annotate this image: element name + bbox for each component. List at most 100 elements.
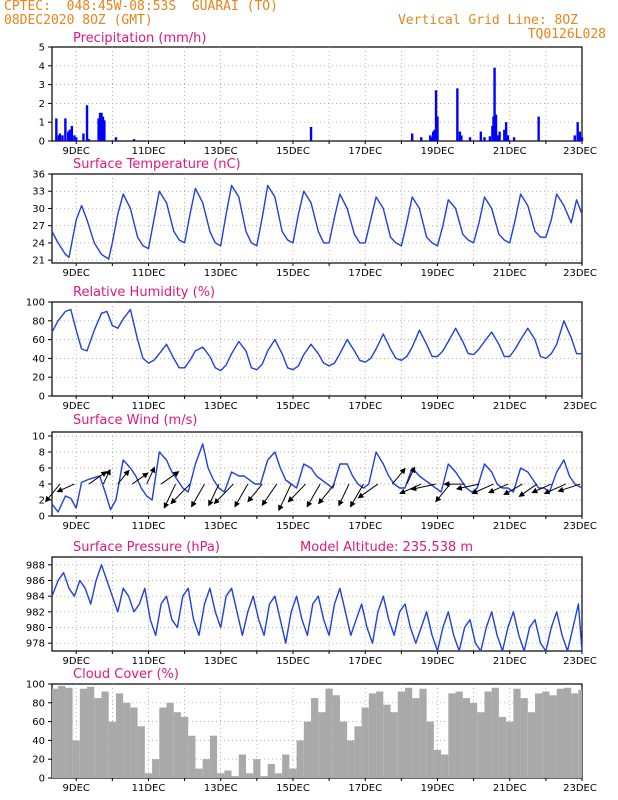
- surface-wind-series-line: [51, 443, 583, 513]
- cloud-cover-bar: [390, 712, 398, 778]
- cloud-cover-bar: [224, 770, 232, 778]
- surface-temperature-xtick-label: 23DEC: [563, 268, 597, 279]
- wind-arrow: [102, 468, 111, 485]
- cloud-cover-bar: [412, 698, 420, 778]
- surface-wind-xtick-label: 13DEC: [204, 521, 238, 532]
- cloud-cover-bar: [470, 702, 478, 778]
- relative-humidity-panel: 0 20 40 60 80 100 9DEC 11DEC 13DEC 15DEC 17DEC 19DE…: [26, 285, 597, 412]
- precipitation-xtick-label: 11DEC: [132, 146, 166, 157]
- cloud-cover-xtick-label: 15DEC: [276, 783, 310, 794]
- cloud-cover-bar: [325, 688, 333, 778]
- precipitation-bar: [82, 133, 85, 141]
- cloud-cover-bar: [267, 763, 275, 778]
- header-date: 08DEC2020 8OZ (GMT): [4, 13, 153, 28]
- precipitation-bar: [504, 122, 508, 141]
- wind-arrow: [471, 483, 494, 495]
- surface-temperature-xtick-label: 13DEC: [204, 268, 238, 279]
- wind-arrow: [191, 483, 205, 508]
- cloud-cover-xtick-label: 21DEC: [493, 783, 527, 794]
- cloud-cover-bar: [159, 707, 167, 778]
- precipitation-xtick-label: 17DEC: [348, 146, 382, 157]
- precipitation-bar: [578, 131, 582, 141]
- surface-temperature-ytick-label: 30: [32, 204, 45, 215]
- surface-wind-ytick-label: 0: [39, 512, 45, 523]
- relative-humidity-xtick-label: 23DEC: [563, 401, 597, 412]
- surface-pressure-panel: 978 980 982 984 986 988 9DEC 11DEC 13DEC 15DEC 17D…: [26, 540, 597, 667]
- surface-temperature-ytick-label: 36: [32, 170, 45, 181]
- wind-arrow: [357, 483, 379, 499]
- precipitation-bar: [434, 90, 438, 141]
- wind-arrow: [44, 483, 61, 503]
- cloud-cover-bar: [101, 691, 109, 778]
- cloud-cover-bar: [535, 693, 543, 778]
- precipitation-xtick-label: 19DEC: [421, 146, 455, 157]
- surface-temperature-xtick-label: 9DEC: [63, 268, 90, 279]
- relative-humidity-xtick-label: 19DEC: [421, 401, 455, 412]
- precipitation-bar: [503, 129, 506, 141]
- cloud-cover-bar: [123, 702, 131, 778]
- cloud-cover-ytick-label: 0: [39, 774, 45, 785]
- relative-humidity-ytick-label: 100: [26, 298, 45, 309]
- precipitation-bar: [410, 133, 414, 141]
- surface-temperature-frame: [51, 173, 583, 264]
- cloud-cover-bar: [441, 754, 449, 778]
- cloud-cover-bar: [115, 693, 124, 778]
- cloud-cover-bar: [282, 754, 290, 778]
- surface-pressure-ytick-label: 984: [26, 592, 45, 603]
- precipitation-ytick-label: 5: [39, 43, 45, 54]
- cloud-cover-bar: [52, 688, 60, 778]
- cloud-cover-xtick-label: 13DEC: [204, 783, 238, 794]
- precipitation-bar: [430, 137, 433, 141]
- cloud-cover-bar: [195, 768, 203, 778]
- precipitation-bar: [61, 135, 64, 141]
- precipitation-bar: [429, 135, 432, 141]
- cloud-cover-xtick-label: 17DEC: [348, 783, 382, 794]
- wind-arrow: [278, 483, 292, 512]
- precipitation-bar: [87, 139, 91, 141]
- surface-wind-xtick-label: 21DEC: [493, 521, 527, 532]
- surface-wind-panel: 0 2 4 6 8 10 9DEC 11DEC 13DEC 15DEC 17DEC 19DEC 21DE…: [32, 413, 597, 532]
- cloud-cover-bar: [578, 689, 582, 778]
- precipitation-ytick-label: 0: [39, 137, 45, 148]
- cloud-cover-xtick-label: 9DEC: [63, 783, 90, 794]
- precipitation-bar: [98, 112, 102, 141]
- precipitation-ytick-label: 3: [39, 80, 45, 91]
- cloud-cover-bar: [318, 712, 326, 778]
- cloud-cover-bar: [238, 754, 247, 778]
- relative-humidity-title: Relative Humidity (%): [73, 285, 215, 300]
- precipitation-bar: [580, 137, 584, 141]
- cloud-cover-bar: [332, 695, 340, 778]
- cloud-cover-xtick-label: 23DEC: [563, 783, 597, 794]
- cloud-cover-bar: [448, 693, 456, 778]
- precipitation-bar: [493, 67, 496, 141]
- cloud-cover-bar: [542, 691, 550, 778]
- precipitation-bar: [488, 136, 492, 141]
- surface-pressure-xtick-label: 19DEC: [421, 656, 455, 667]
- precipitation-bar: [67, 131, 70, 141]
- relative-humidity-ytick-label: 80: [32, 316, 45, 327]
- wind-arrow: [117, 469, 130, 485]
- cloud-cover-bar: [419, 688, 427, 778]
- precipitation-panel: 0 1 2 3 4 5 9DEC 11DEC 13DEC 15DEC 17DEC 19DEC 21DEC…: [39, 31, 597, 157]
- precipitation-bar: [58, 133, 62, 141]
- precipitation-bar: [436, 116, 439, 141]
- precipitation-bar: [573, 135, 576, 141]
- precipitation-bar: [483, 137, 486, 141]
- relative-humidity-xtick-label: 9DEC: [63, 401, 90, 412]
- header-location: CPTEC: 048:45W-08:53S GUARAI (TO): [4, 0, 278, 14]
- precipitation-bar: [431, 131, 435, 141]
- precipitation-bar: [132, 139, 136, 141]
- cloud-cover-bar: [354, 726, 362, 778]
- cloud-cover-ytick-label: 60: [32, 717, 45, 728]
- surface-wind-title: Surface Wind (m/s): [73, 413, 197, 428]
- precipitation-bar: [420, 137, 423, 141]
- cloud-cover-title: Cloud Cover (%): [73, 667, 179, 682]
- surface-temperature-xtick-label: 15DEC: [276, 268, 310, 279]
- surface-wind-xtick-label: 23DEC: [563, 521, 597, 532]
- cloud-cover-bar: [58, 685, 66, 778]
- precipitation-xtick-label: 21DEC: [493, 146, 527, 157]
- precipitation-xtick-label: 9DEC: [63, 146, 90, 157]
- cloud-cover-xtick-label: 19DEC: [421, 783, 455, 794]
- cloud-cover-bar: [339, 721, 348, 778]
- surface-pressure-frame: [51, 556, 583, 652]
